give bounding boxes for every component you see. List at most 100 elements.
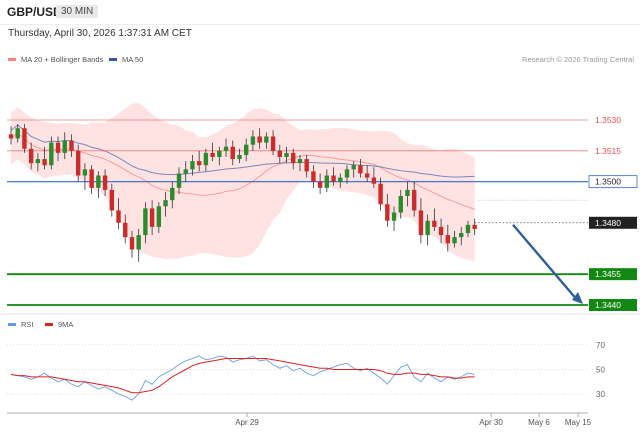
- level-1-3455-label: 1.3455: [595, 269, 621, 279]
- candle: [244, 138, 249, 162]
- candle-body: [331, 175, 336, 182]
- candle-body: [15, 128, 20, 139]
- ma9-label: 9MA: [58, 320, 74, 329]
- symbol-label: GBP/USD: [7, 5, 62, 19]
- candle: [123, 214, 128, 244]
- candle: [432, 208, 437, 231]
- candle: [116, 198, 121, 229]
- candle: [250, 130, 256, 151]
- candle-body: [412, 189, 417, 211]
- candle-body: [129, 237, 135, 250]
- candle-body: [22, 128, 27, 149]
- candle-body: [28, 148, 34, 164]
- candle-body: [76, 150, 81, 176]
- candle-body: [371, 177, 377, 184]
- candle: [149, 200, 155, 236]
- candle-body: [217, 150, 222, 157]
- level-1-3440-tag: [589, 299, 637, 311]
- candle-body: [230, 146, 235, 160]
- candle-body: [89, 169, 94, 188]
- candle: [257, 128, 262, 149]
- candle-body: [123, 222, 128, 238]
- candle-body: [304, 159, 309, 172]
- candle: [398, 189, 403, 219]
- candle-body: [338, 177, 343, 182]
- candle-body: [203, 152, 209, 166]
- candle-body: [176, 173, 182, 188]
- candle-body: [432, 220, 437, 227]
- candle-body: [42, 159, 47, 166]
- ma50-line: [10, 124, 475, 178]
- candle: [76, 144, 81, 182]
- candle-body: [149, 208, 155, 227]
- candle: [109, 183, 114, 217]
- candle: [223, 138, 229, 157]
- ma20-label: MA 20 + Bollinger Bands: [21, 55, 104, 64]
- candle: [176, 167, 182, 194]
- candle: [331, 167, 336, 186]
- candle: [35, 152, 41, 172]
- candle-body: [190, 161, 195, 170]
- candle-body: [82, 169, 88, 176]
- candle: [8, 126, 14, 145]
- candle: [472, 218, 477, 236]
- candle: [183, 161, 188, 182]
- candle-body: [210, 152, 215, 157]
- candle: [371, 167, 377, 188]
- candle: [304, 154, 309, 178]
- level-1-3500-label: 1.3500: [595, 177, 621, 187]
- candle-body: [244, 144, 249, 155]
- rsi-line: [10, 355, 475, 401]
- candle-body: [102, 175, 108, 190]
- candle-body: [277, 150, 282, 157]
- chart-header: GBP/USD 30 MIN: [0, 0, 640, 24]
- candle: [412, 181, 417, 217]
- ma50-swatch: [109, 58, 117, 61]
- candle-body: [49, 142, 54, 166]
- candle: [15, 124, 20, 143]
- candle-body: [317, 181, 323, 188]
- candle-body: [364, 173, 370, 178]
- candle-body: [196, 161, 202, 166]
- level-1-3480-label: 1.3480: [595, 218, 621, 228]
- level-1-3500-tag: [588, 175, 638, 189]
- timeframe-badge[interactable]: 30 MIN: [56, 5, 99, 18]
- candle: [378, 177, 383, 211]
- candle-body: [398, 196, 403, 213]
- header-divider: [0, 24, 640, 25]
- candle: [459, 226, 464, 246]
- candle-body: [143, 208, 148, 236]
- candle: [358, 159, 363, 178]
- candle: [351, 161, 356, 178]
- candle: [210, 142, 215, 162]
- candle: [42, 146, 47, 170]
- candle: [96, 171, 101, 199]
- candle-body: [391, 212, 397, 221]
- candle-body: [297, 159, 303, 164]
- x-label-apr-30: Apr 30: [479, 418, 503, 427]
- candle: [405, 181, 410, 207]
- x-label-apr-29: Apr 29: [235, 418, 259, 427]
- candle: [291, 148, 296, 170]
- candle-body: [250, 136, 256, 145]
- candle: [425, 214, 430, 246]
- ma50-label: MA 50: [122, 55, 144, 64]
- candle-body: [311, 171, 316, 182]
- level-1-3455-tag: [589, 268, 637, 281]
- candle: [28, 142, 34, 170]
- ma20-line: [10, 132, 475, 210]
- rsi-tick-30: 30: [596, 390, 605, 399]
- rsi-label: RSI: [21, 320, 34, 329]
- candle-body: [35, 159, 41, 164]
- candle: [190, 154, 195, 176]
- candle-body: [438, 226, 444, 236]
- candle: [452, 231, 457, 248]
- candle-body: [351, 165, 356, 170]
- candle-body: [465, 224, 471, 234]
- candle-body: [425, 220, 430, 236]
- candle: [49, 136, 54, 170]
- candle-body: [183, 169, 188, 174]
- candle-body: [96, 175, 101, 188]
- candle-body: [55, 142, 61, 153]
